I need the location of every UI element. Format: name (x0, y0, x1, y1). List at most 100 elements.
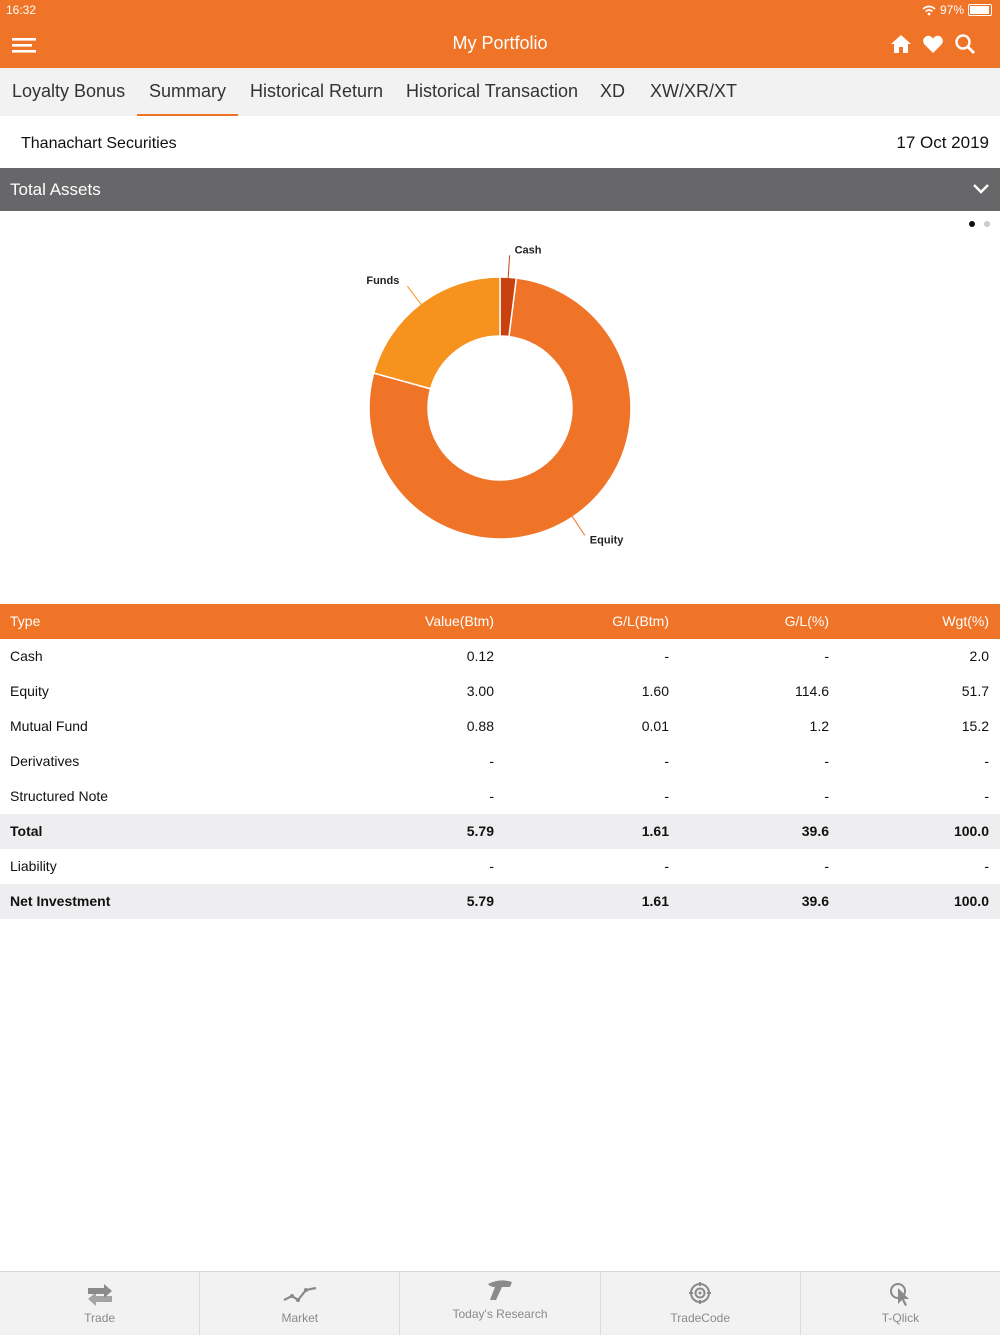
nav-t-qlick-label: T-Qlick (881, 1311, 920, 1325)
research-icon (488, 1280, 512, 1300)
table-row: Total 5.79 1.61 39.6 100.0 (0, 814, 1000, 849)
table-cell: Derivatives (10, 753, 80, 769)
tab-historical-return[interactable]: Historical Return (250, 81, 384, 101)
bottom-nav: Trade Market Today's Research TradeCode (0, 1271, 1000, 1335)
nav-market-label: Market (281, 1311, 319, 1325)
nav-tradecode-label: TradeCode (670, 1311, 730, 1325)
favorite-heart-icon[interactable] (922, 33, 944, 55)
status-time: 16:32 (6, 3, 37, 17)
table-cell: - (984, 858, 989, 874)
table-cell: - (824, 753, 829, 769)
page-dot-1[interactable] (969, 221, 975, 227)
section-title: Total Assets (10, 180, 101, 199)
table-cell: - (824, 788, 829, 804)
table-row: Equity 3.00 1.60 114.6 51.7 (0, 674, 1000, 709)
nav-tradecode[interactable]: TradeCode (601, 1272, 801, 1335)
nav-trade[interactable]: Trade (0, 1272, 201, 1335)
page-dot-2[interactable] (984, 221, 990, 227)
donut-leader-line (569, 513, 586, 536)
donut-label-equity: Equity (590, 534, 624, 546)
search-icon[interactable] (954, 33, 976, 55)
table-cell: Cash (10, 648, 43, 664)
table-row: Mutual Fund 0.88 0.01 1.2 15.2 (0, 709, 1000, 744)
table-cell: 0.12 (466, 648, 494, 664)
home-icon[interactable] (890, 33, 912, 55)
table-header-cell: Value(Btm) (425, 613, 494, 629)
market-icon (283, 1286, 317, 1302)
tab-historical-transaction[interactable]: Historical Transaction (406, 81, 579, 101)
table-cell: 100.0 (953, 893, 989, 909)
nav-todays-research[interactable]: Today's Research (400, 1272, 601, 1335)
report-date: 17 Oct 2019 (896, 133, 989, 152)
table-cell: 1.60 (641, 683, 669, 699)
donut-label-cash: Cash (515, 244, 542, 256)
table-cell: 114.6 (795, 683, 829, 699)
table-cell: - (664, 753, 669, 769)
nav-todays-research-label: Today's Research (452, 1307, 548, 1321)
trade-icon (87, 1284, 112, 1306)
donut-leader-line (507, 255, 511, 282)
chevron-down-icon[interactable] (972, 180, 990, 198)
table-row: Net Investment 5.79 1.61 39.6 100.0 (0, 884, 1000, 919)
table-cell: - (489, 788, 494, 804)
hamburger-menu-icon[interactable] (12, 34, 36, 56)
total-assets-section-header[interactable]: Total Assets (0, 168, 1000, 211)
wifi-icon (922, 5, 936, 15)
table-cell: 0.01 (641, 718, 669, 734)
table-header-cell: Wgt(%) (942, 613, 989, 629)
tab-xw-xr-xt[interactable]: XW/XR/XT (650, 81, 738, 101)
table-cell: Liability (10, 858, 57, 874)
table-cell: 2.0 (969, 648, 989, 664)
donut-slice-funds[interactable] (372, 276, 501, 390)
page-title: My Portfolio (452, 33, 548, 53)
table-cell: - (664, 788, 669, 804)
donut-slice-equity[interactable] (368, 277, 632, 540)
nav-bar: My Portfolio (0, 22, 1000, 68)
table-row: Derivatives - - - - (0, 744, 1000, 779)
table-cell: - (984, 753, 989, 769)
table-cell: 15.2 (961, 718, 989, 734)
donut-label-funds: Funds (366, 275, 399, 287)
table-cell: 0.88 (466, 718, 494, 734)
table-header-row: Type Value(Btm) G/L(Btm) G/L(%) Wgt(%) (0, 604, 1000, 639)
status-bar: 16:32 97% (0, 0, 1000, 22)
table-cell: - (824, 858, 829, 874)
nav-t-qlick[interactable]: T-Qlick (801, 1272, 1000, 1335)
table-cell: 5.79 (466, 893, 494, 909)
assets-table: Type Value(Btm) G/L(Btm) G/L(%) Wgt(%) Cash 0.… (0, 604, 1000, 919)
battery-icon (968, 4, 992, 16)
nav-trade-label: Trade (84, 1311, 116, 1325)
table-cell: Structured Note (10, 788, 109, 804)
tab-loyalty-bonus[interactable]: Loyalty Bonus (12, 81, 126, 101)
page-indicator (969, 221, 990, 227)
donut-leader-line (406, 285, 424, 308)
table-cell: 3.00 (466, 683, 494, 699)
table-header-cell: G/L(%) (784, 613, 829, 629)
table-cell: - (489, 753, 494, 769)
battery-percent: 97% (939, 3, 964, 17)
table-row: Liability - - - - (0, 849, 1000, 884)
table-cell: 39.6 (801, 823, 829, 839)
table-cell: - (664, 648, 669, 664)
table-cell: Net Investment (10, 893, 111, 909)
tqlick-icon (890, 1283, 910, 1306)
table-cell: 51.7 (961, 683, 989, 699)
status-right: 97% (922, 3, 992, 17)
header-actions (890, 33, 976, 55)
table-cell: 39.6 (801, 893, 829, 909)
company-name: Thanachart Securities (21, 135, 177, 152)
table-cell: - (664, 858, 669, 874)
table-cell: 1.61 (641, 823, 669, 839)
table-row: Cash 0.12 - - 2.0 (0, 639, 1000, 674)
table-cell: - (824, 648, 829, 664)
table-header-cell: Type (10, 613, 41, 629)
tab-bar: Loyalty Bonus Summary Historical Return … (0, 68, 1000, 116)
table-cell: 100.0 (953, 823, 989, 839)
tab-summary[interactable]: Summary (137, 68, 239, 116)
table-cell: 5.79 (466, 823, 494, 839)
tab-xd[interactable]: XD (600, 81, 626, 101)
nav-market[interactable]: Market (200, 1272, 401, 1335)
table-cell: Mutual Fund (10, 718, 88, 734)
table-cell: Total (10, 823, 43, 839)
table-cell: 1.61 (641, 893, 669, 909)
